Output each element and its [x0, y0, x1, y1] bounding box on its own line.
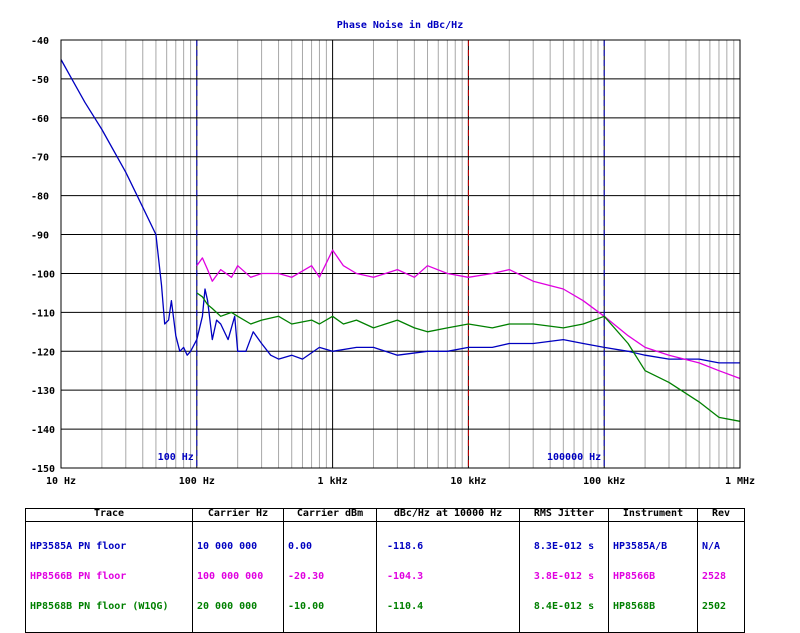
col-carrier-hz: 10 000 000 100 000 000 20 000 000	[192, 521, 284, 633]
x-tick-label: 1 MHz	[725, 476, 755, 487]
row-trace-name: HP8566B PN floor	[30, 571, 127, 582]
y-tick-label: -100	[31, 269, 55, 280]
col-rev: N/A 2528 2502	[697, 521, 745, 633]
row-carrier-hz: 100 000 000	[197, 571, 264, 582]
x-tick-label: 100 kHz	[583, 476, 625, 487]
trace-line-0	[60, 59, 740, 364]
header-jitter: RMS Jitter	[519, 508, 609, 522]
row-instrument: HP3585A/B	[613, 541, 668, 552]
y-tick-label: -150	[31, 464, 55, 475]
header-carrier-dbm: Carrier dBm	[283, 508, 377, 522]
y-tick-label: -70	[31, 153, 49, 164]
row-rev: N/A	[702, 541, 721, 552]
row-jitter: 8.3E-012 s	[533, 541, 595, 552]
row-dbc: -118.6	[387, 541, 424, 552]
header-trace: Trace	[25, 508, 193, 522]
row-carrier-hz: 10 000 000	[197, 541, 258, 552]
row-jitter: 8.4E-012 s	[533, 601, 595, 612]
y-tick-label: -140	[31, 425, 55, 436]
header-carrier-hz: Carrier Hz	[192, 508, 284, 522]
row-dbc: -110.4	[387, 601, 424, 612]
chart-title: Phase Noise in dBc/Hz	[337, 19, 463, 31]
y-tick-label: -130	[31, 386, 55, 397]
col-jitter: 8.3E-012 s 3.8E-012 s 8.4E-012 s	[519, 521, 609, 633]
x-tick-label: 10 Hz	[46, 476, 76, 487]
row-carrier-hz: 20 000 000	[197, 601, 258, 612]
row-rev: 2528	[702, 571, 727, 582]
col-carrier-dbm: 0.00 -20.30 -10.00	[283, 521, 377, 633]
marker-label: 100000 Hz	[547, 452, 601, 463]
y-tick-label: -40	[31, 36, 49, 47]
y-tick-label: -80	[31, 192, 49, 203]
col-trace: HP3585A PN floor HP8566B PN floor HP8568…	[25, 521, 193, 633]
row-carrier-dbm: 0.00	[288, 541, 313, 552]
trace-line-1	[196, 249, 741, 380]
y-axis-ticks: -40 -50 -60 -70 -80 -90 -100 -110 -120 -130 -140 -1…	[31, 36, 55, 475]
row-jitter: 3.8E-012 s	[533, 571, 595, 582]
y-tick-label: -120	[31, 347, 55, 358]
header-instrument: Instrument	[608, 508, 698, 522]
x-tick-label: 10 kHz	[450, 476, 486, 487]
table-data-rows: HP3585A PN floor HP8566B PN floor HP8568…	[25, 521, 745, 633]
chart-markers: 100 Hz 100000 Hz	[158, 40, 605, 468]
y-tick-label: -110	[31, 308, 55, 319]
trace-summary-table: Trace Carrier Hz Carrier dBm dBc/Hz at 1…	[25, 508, 745, 633]
chart-grid	[60, 39, 741, 469]
table-header-row: Trace Carrier Hz Carrier dBm dBc/Hz at 1…	[25, 508, 745, 522]
x-tick-label: 100 Hz	[179, 476, 215, 487]
row-dbc: -104.3	[387, 571, 424, 582]
row-trace-name: HP3585A PN floor	[30, 541, 127, 552]
x-axis-ticks: 10 Hz 100 Hz 1 kHz 10 kHz 100 kHz 1 MHz	[46, 476, 755, 487]
chart-traces	[60, 59, 741, 422]
header-rev: Rev	[697, 508, 745, 522]
trace-line-2	[196, 292, 741, 422]
x-tick-label: 1 kHz	[318, 476, 348, 487]
row-trace-name: HP8568B PN floor (W1QG)	[30, 601, 169, 612]
row-instrument: HP8566B	[613, 571, 656, 582]
y-tick-label: -50	[31, 75, 49, 86]
row-carrier-dbm: -10.00	[288, 601, 325, 612]
marker-label: 100 Hz	[158, 452, 194, 463]
phase-noise-chart: Phase Noise in dBc/Hz 100 Hz 100000 Hz -4…	[31, 19, 755, 487]
col-instrument: HP3585A/B HP8566B HP8568B	[608, 521, 698, 633]
plot-frame	[60, 39, 741, 469]
col-dbc: -118.6 -104.3 -110.4	[376, 521, 520, 633]
row-carrier-dbm: -20.30	[288, 571, 325, 582]
row-instrument: HP8568B	[613, 601, 656, 612]
y-tick-label: -60	[31, 114, 49, 125]
row-rev: 2502	[702, 601, 727, 612]
header-dbc: dBc/Hz at 10000 Hz	[376, 508, 520, 522]
y-tick-label: -90	[31, 231, 49, 242]
